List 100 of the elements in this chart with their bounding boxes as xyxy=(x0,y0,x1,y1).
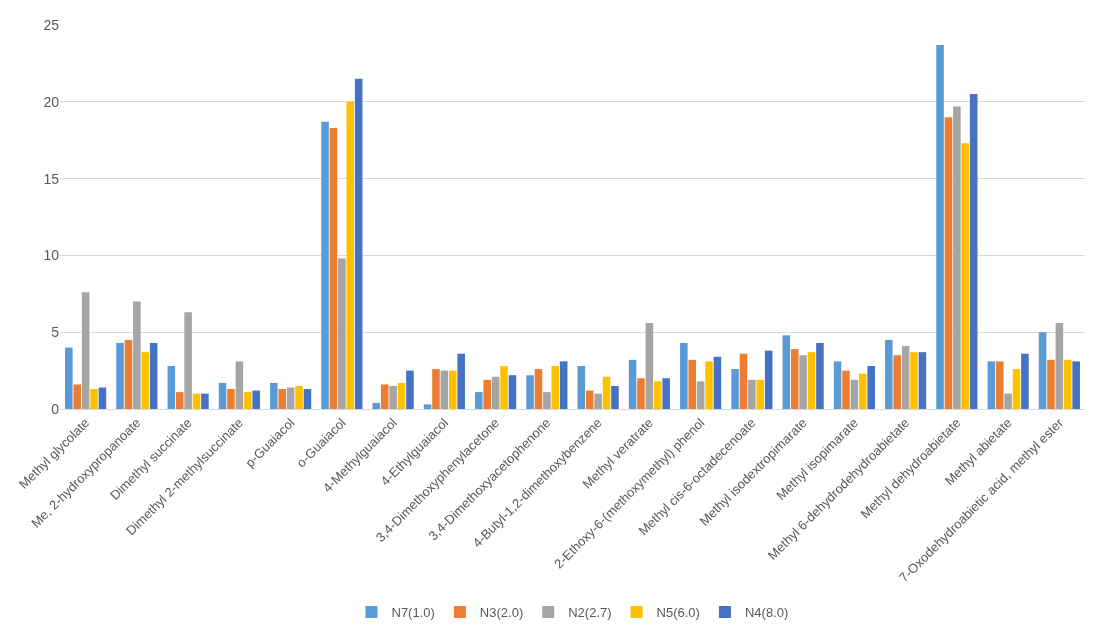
bar xyxy=(534,369,543,409)
bar xyxy=(1012,369,1021,409)
bar xyxy=(654,381,662,409)
bar xyxy=(705,361,713,409)
bar xyxy=(893,355,901,409)
bar xyxy=(867,365,875,409)
bar xyxy=(918,352,927,409)
bar xyxy=(713,356,722,409)
bar xyxy=(842,370,850,409)
legend-label: N5(6.0) xyxy=(656,605,700,621)
bar xyxy=(594,393,602,409)
bar xyxy=(680,342,688,409)
bar xyxy=(81,292,90,409)
bar xyxy=(303,389,312,409)
bar xyxy=(662,378,670,409)
bar xyxy=(227,389,235,409)
legend-label: N7(1.0) xyxy=(391,605,435,621)
y-tick-label: 0 xyxy=(51,400,60,417)
legend-label: N2(2.7) xyxy=(568,605,612,621)
bar xyxy=(885,339,893,409)
bar xyxy=(1072,361,1080,409)
bar xyxy=(475,392,483,409)
bar xyxy=(559,361,568,409)
bar xyxy=(449,370,457,409)
bar xyxy=(380,384,389,409)
bar xyxy=(585,390,594,409)
bar xyxy=(756,379,765,409)
bar xyxy=(859,373,867,409)
bar xyxy=(124,339,133,409)
bar xyxy=(235,361,244,409)
legend-label: N4(8.0) xyxy=(744,605,789,621)
bar xyxy=(637,378,645,409)
bar xyxy=(65,347,73,409)
bar xyxy=(731,369,739,409)
bar xyxy=(500,365,508,409)
bar xyxy=(645,322,654,409)
bar xyxy=(739,353,748,409)
bar xyxy=(149,342,158,409)
bar xyxy=(816,342,824,409)
bar xyxy=(790,349,799,409)
bar xyxy=(850,379,859,409)
bar xyxy=(286,387,295,409)
bar xyxy=(252,390,260,409)
bar xyxy=(1047,359,1055,409)
bar xyxy=(329,127,338,409)
bar xyxy=(338,258,346,409)
bar xyxy=(483,379,491,409)
bar xyxy=(244,392,252,409)
bar xyxy=(141,352,150,409)
bar xyxy=(602,376,611,409)
bar xyxy=(270,382,278,409)
bar xyxy=(90,389,98,409)
bar xyxy=(628,359,637,409)
bar xyxy=(278,389,286,409)
bar xyxy=(1004,393,1012,409)
bar xyxy=(397,382,406,409)
bar xyxy=(1021,353,1029,409)
bar xyxy=(321,121,329,409)
bar xyxy=(543,392,551,409)
bar xyxy=(201,393,209,409)
bar xyxy=(423,404,432,409)
bar xyxy=(987,361,996,409)
bar xyxy=(1038,332,1047,409)
bar xyxy=(764,350,773,409)
bar xyxy=(508,375,517,409)
bar xyxy=(167,365,176,409)
bar xyxy=(406,370,414,409)
bar xyxy=(295,385,303,409)
y-tick-label: 15 xyxy=(43,170,60,187)
y-tick-label: 25 xyxy=(43,16,60,33)
bar xyxy=(175,392,184,409)
bar xyxy=(491,376,500,409)
bar xyxy=(457,353,465,409)
bar xyxy=(995,361,1004,409)
bar xyxy=(944,117,953,409)
bar xyxy=(696,381,705,409)
bar xyxy=(133,301,141,409)
bar xyxy=(953,106,961,409)
bar xyxy=(969,94,978,409)
bar xyxy=(577,365,586,409)
bar xyxy=(551,365,560,409)
bar xyxy=(184,312,192,409)
bar xyxy=(910,352,918,409)
y-tick-label: 5 xyxy=(51,324,60,341)
bar xyxy=(389,385,397,409)
bar xyxy=(961,143,970,409)
bar xyxy=(432,369,440,409)
bar xyxy=(372,402,381,409)
bar xyxy=(611,385,619,409)
bar xyxy=(688,359,696,409)
bar xyxy=(218,382,227,409)
bar xyxy=(354,78,363,409)
bar xyxy=(807,352,816,409)
bar xyxy=(936,44,944,409)
bar xyxy=(526,375,534,409)
legend-label: N3(2.0) xyxy=(479,605,524,621)
bar xyxy=(782,335,791,409)
bar xyxy=(1064,359,1072,409)
bar xyxy=(748,379,756,409)
bar xyxy=(901,346,910,409)
